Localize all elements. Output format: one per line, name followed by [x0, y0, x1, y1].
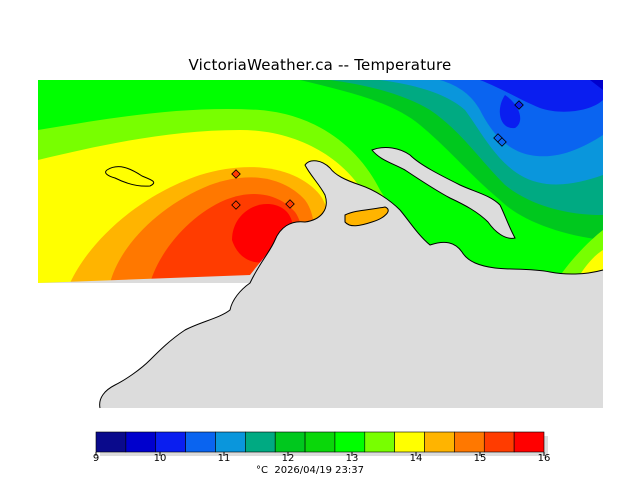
legend-footer: °C 2026/04/19 23:37: [256, 465, 364, 476]
scale-tick-label: 9: [92, 453, 100, 464]
scale-swatch: [394, 431, 425, 453]
scale-swatch: [185, 431, 216, 453]
scale-swatch: [424, 431, 455, 453]
station-marker: [497, 137, 507, 147]
scale-swatch: [155, 431, 186, 453]
scale-swatch: [274, 431, 306, 453]
timestamp: 2026/04/19 23:37: [274, 465, 364, 476]
scale-swatch: [483, 431, 515, 453]
scale-swatch: [215, 431, 246, 453]
map-title: VictoriaWeather.ca -- Temperature: [188, 56, 452, 74]
scale-tick-label: 11: [217, 453, 231, 464]
station-marker: [231, 169, 241, 179]
color-scale: [95, 431, 548, 456]
scale-swatch: [245, 431, 276, 453]
scale-swatch: [334, 431, 366, 453]
station-marker: [514, 100, 524, 110]
scale-swatch: [95, 431, 127, 453]
scale-tick-label: 12: [281, 453, 295, 464]
scale-tick-label: 15: [473, 453, 487, 464]
station-markers: [231, 100, 524, 210]
station-marker: [231, 200, 241, 210]
scale-tick-label: 13: [345, 453, 359, 464]
scale-swatch: [454, 431, 485, 453]
scale-swatch: [513, 431, 545, 453]
station-marker: [285, 199, 295, 209]
scale-tick-label: 10: [153, 453, 167, 464]
scale-tick-label: 14: [409, 453, 423, 464]
scale-tick-label: 16: [537, 453, 551, 464]
scale-swatch: [125, 431, 157, 453]
land-mass: [38, 147, 604, 409]
unit-label: °C: [256, 465, 268, 476]
scale-swatch: [304, 431, 336, 453]
scale-swatch: [364, 431, 395, 453]
